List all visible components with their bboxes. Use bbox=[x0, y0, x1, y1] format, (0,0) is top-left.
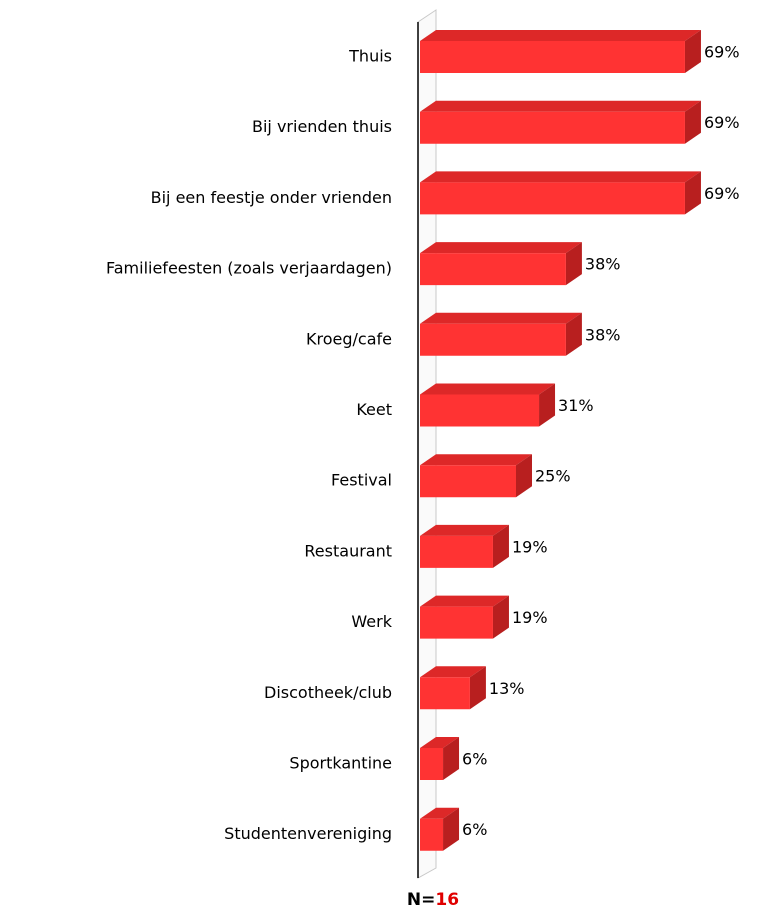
category-label: Studentenvereniging bbox=[224, 824, 392, 843]
bar-front bbox=[420, 394, 540, 427]
bar-top bbox=[420, 383, 556, 395]
value-label: 19% bbox=[512, 608, 548, 627]
category-label: Sportkantine bbox=[289, 754, 392, 773]
bar-top bbox=[420, 524, 509, 536]
bar-side bbox=[492, 524, 509, 568]
bar-top bbox=[420, 171, 701, 183]
bar bbox=[420, 383, 556, 427]
value-label: 69% bbox=[704, 184, 740, 203]
bar bbox=[420, 666, 486, 710]
value-label: 13% bbox=[489, 679, 525, 698]
bar-side bbox=[492, 595, 509, 639]
bar-top bbox=[420, 737, 460, 748]
bar-top bbox=[420, 30, 701, 41]
value-label: 31% bbox=[558, 396, 594, 415]
bar-front bbox=[420, 748, 444, 780]
category-label: Thuis bbox=[348, 47, 392, 66]
bar-front bbox=[420, 677, 470, 710]
bar-top bbox=[420, 242, 582, 254]
bar-front bbox=[420, 253, 566, 286]
footer: N=16 bbox=[407, 890, 459, 910]
value-label: 38% bbox=[585, 255, 621, 274]
bar-side bbox=[516, 454, 532, 498]
bar-front bbox=[420, 182, 685, 215]
category-label: Keet bbox=[356, 400, 392, 419]
value-label: 69% bbox=[704, 113, 740, 132]
bar-front bbox=[420, 323, 566, 356]
bar-side bbox=[684, 30, 701, 73]
bar bbox=[420, 737, 460, 780]
bar bbox=[420, 595, 509, 639]
bar-side bbox=[565, 242, 582, 286]
bar-side bbox=[684, 171, 701, 215]
category-label: Familiefeesten (zoals verjaardagen) bbox=[106, 259, 392, 278]
bar bbox=[420, 30, 701, 73]
category-label: Discotheek/club bbox=[264, 683, 392, 702]
bar-top bbox=[420, 454, 532, 466]
bar-top bbox=[420, 666, 486, 678]
bar-side bbox=[443, 807, 460, 851]
bar-front bbox=[420, 535, 493, 568]
bar-front bbox=[420, 465, 516, 498]
bar bbox=[420, 100, 701, 144]
value-label: 6% bbox=[462, 820, 487, 839]
bar bbox=[420, 454, 532, 498]
value-label: 38% bbox=[585, 325, 621, 344]
bar-side bbox=[539, 383, 556, 427]
bar-top bbox=[420, 807, 460, 819]
bar-top bbox=[420, 312, 582, 324]
category-label: Bij een feestje onder vrienden bbox=[151, 188, 392, 207]
value-label: 69% bbox=[704, 43, 740, 62]
bar-front bbox=[420, 111, 685, 144]
bar-top bbox=[420, 100, 701, 112]
footer-value: 16 bbox=[435, 890, 459, 910]
category-label: Festival bbox=[331, 471, 392, 490]
bar bbox=[420, 807, 460, 851]
bar-front bbox=[420, 818, 444, 851]
bar-front bbox=[420, 606, 493, 639]
category-label: Restaurant bbox=[304, 541, 392, 560]
value-label: 25% bbox=[535, 467, 571, 486]
bar bbox=[420, 524, 509, 568]
bar bbox=[420, 242, 582, 286]
value-label: 6% bbox=[462, 750, 487, 769]
bar-side bbox=[565, 312, 582, 356]
footer-label: N= bbox=[407, 890, 435, 910]
category-label: Kroeg/cafe bbox=[306, 329, 392, 348]
bar-front bbox=[420, 41, 685, 73]
bar bbox=[420, 171, 701, 215]
value-label: 19% bbox=[512, 537, 548, 556]
bar-side bbox=[684, 100, 701, 144]
category-label: Werk bbox=[351, 612, 392, 631]
bar-top bbox=[420, 595, 509, 607]
bar-side bbox=[469, 666, 486, 710]
category-label: Bij vrienden thuis bbox=[252, 117, 392, 136]
bar-side bbox=[443, 737, 460, 780]
bar bbox=[420, 312, 582, 356]
